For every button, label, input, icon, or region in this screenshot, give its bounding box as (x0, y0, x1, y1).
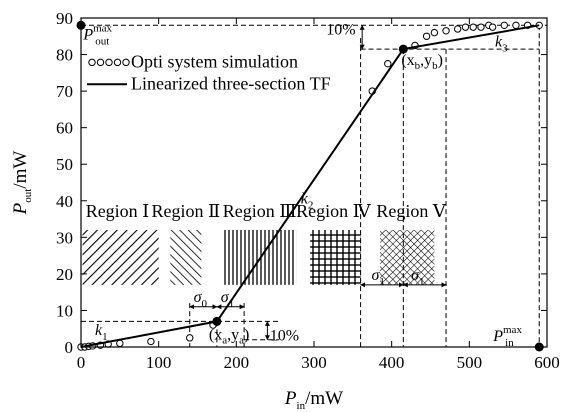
region-label-4: Region Ⅳ (296, 201, 371, 221)
label-pin-max: Pmax in (492, 324, 522, 349)
legend-label-line: Linearized three-section TF (131, 73, 331, 93)
legend-marker-scatter (88, 58, 96, 67)
series-line-1 (80, 24, 540, 348)
y-tick-label: 60 (56, 119, 73, 138)
region-label-2: Region Ⅱ (151, 201, 220, 221)
label-sigma1-b: σ1 (371, 267, 384, 288)
legend-label-scatter: Opti system simulation (131, 51, 298, 71)
y-axis-label: Pout/mW (10, 151, 34, 216)
x-tick-label: 500 (457, 353, 483, 372)
label-10pct-top: 10% (326, 21, 355, 38)
legend-marker-scatter (122, 58, 130, 67)
region-hatches (82, 230, 435, 285)
y-tick-label: 30 (56, 228, 73, 247)
data-point (461, 23, 470, 31)
legend-marker-scatter (96, 58, 105, 67)
y-tick-label: 40 (56, 192, 73, 211)
data-point (430, 28, 439, 37)
region-label-5: Region Ⅴ (376, 201, 446, 221)
x-tick-label: 0 (77, 353, 86, 372)
legend-marker-scatter (105, 58, 113, 67)
series-layer (76, 20, 544, 352)
x-axis-label: Pin/mW (284, 388, 343, 412)
y-tick-label: 50 (56, 155, 73, 174)
region-hatch-5-cross (380, 230, 435, 285)
data-point (186, 334, 194, 342)
y-tick-label: 80 (56, 46, 73, 65)
axes: 0 100 200 300 400 500 600 0 10 20 30 40 50 60 70 80 90 Pi… (10, 9, 560, 412)
data-point (442, 27, 450, 35)
x-tick-label: 200 (224, 353, 250, 372)
data-point (500, 21, 508, 30)
reference-lines (81, 24, 547, 347)
data-point (422, 32, 431, 40)
data-point (384, 59, 392, 68)
y-tick-label: 10 (56, 301, 73, 320)
label-k2: k2 (301, 191, 314, 212)
point-a-marker (212, 316, 222, 326)
data-point (488, 23, 497, 31)
x-tick-label: 600 (534, 353, 560, 372)
region-label-3: Region Ⅲ (223, 201, 297, 221)
region-hatch-2 (170, 230, 202, 285)
y-tick-label: 20 (56, 265, 73, 284)
x-tick-label: 300 (301, 353, 327, 372)
y-tick-label: 0 (65, 338, 74, 357)
label-sigma0: σ0 (194, 289, 208, 310)
data-point (453, 25, 462, 33)
label-k3: k3 (495, 34, 508, 55)
label-k1: k1 (95, 322, 108, 343)
y-tick-label: 70 (56, 82, 73, 101)
label-point-b: (xb,yb) (401, 52, 443, 72)
data-point (469, 23, 477, 31)
region-hatch-1 (82, 230, 159, 285)
label-pout-max: Pmax out (82, 22, 112, 47)
data-point (477, 23, 485, 31)
annotations: Region Ⅰ Region Ⅱ Region Ⅲ Region Ⅳ Region Ⅴ… (82, 21, 522, 349)
label-sigma1-c: σ1 (411, 267, 424, 288)
y-tick-label: 90 (56, 9, 73, 28)
region-label-1: Region Ⅰ (86, 201, 150, 221)
label-10pct-bottom: 10% (270, 327, 299, 344)
data-point (512, 21, 520, 30)
label-point-a: (xa,ya) (209, 326, 249, 346)
legend-marker-scatter (113, 58, 122, 67)
region-hatch-4 (310, 230, 361, 285)
data-point (147, 337, 155, 346)
x-tick-label: 100 (146, 353, 172, 372)
point-b-marker (398, 44, 408, 54)
label-sigma1-a: σ1 (221, 289, 234, 310)
x-tick-label: 400 (379, 353, 405, 372)
